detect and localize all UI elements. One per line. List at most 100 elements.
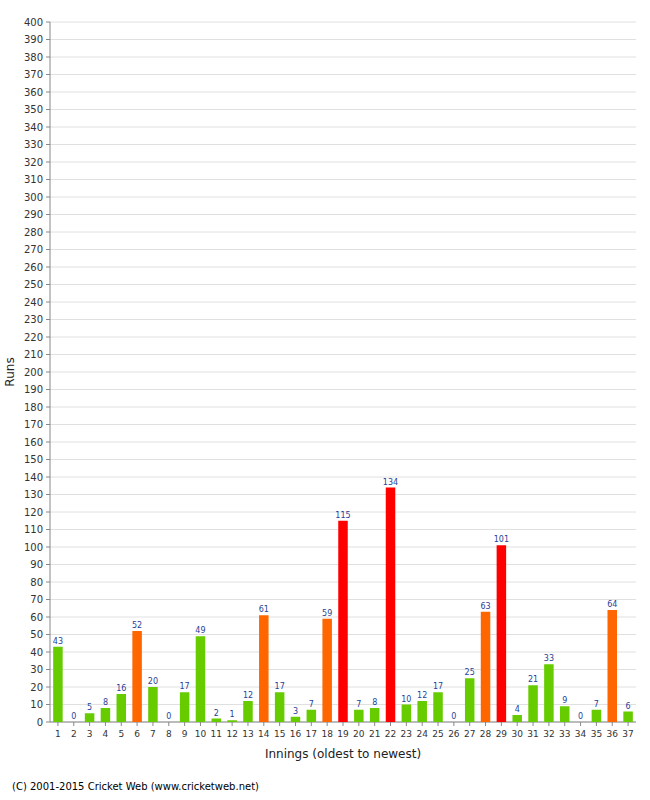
- data-label: 63: [480, 602, 490, 611]
- bar: [196, 636, 206, 722]
- data-label: 5: [87, 703, 92, 712]
- y-tick-label: 70: [30, 594, 43, 605]
- y-tick: [46, 337, 50, 338]
- x-tick-label: 17: [306, 729, 317, 739]
- bar: [354, 710, 364, 722]
- y-tick-label: 210: [24, 349, 43, 360]
- bar: [259, 615, 269, 722]
- x-tick-label: 31: [527, 729, 538, 739]
- data-label: 10: [401, 695, 411, 704]
- chart-svg: 0102030405060708090100110120130140150160…: [0, 0, 650, 800]
- bar: [607, 610, 617, 722]
- x-tick: [89, 722, 90, 726]
- y-tick: [46, 214, 50, 215]
- y-tick: [46, 459, 50, 460]
- grid-line: [50, 249, 636, 250]
- y-tick: [46, 127, 50, 128]
- y-tick-label: 370: [24, 69, 43, 80]
- y-tick-label: 220: [24, 332, 43, 343]
- grid-line: [50, 354, 636, 355]
- x-tick: [406, 722, 407, 726]
- grid-line: [50, 74, 636, 75]
- x-tick: [216, 722, 217, 726]
- x-tick-label: 24: [416, 729, 428, 739]
- bar: [528, 685, 538, 722]
- data-label: 3: [293, 707, 298, 716]
- data-label: 0: [578, 712, 583, 721]
- x-tick-label: 8: [166, 729, 172, 739]
- grid-line: [50, 407, 636, 408]
- bars: [53, 488, 633, 723]
- y-tick: [46, 162, 50, 163]
- x-tick: [263, 722, 264, 726]
- bar: [132, 631, 142, 722]
- y-tick: [46, 547, 50, 548]
- bar: [576, 722, 586, 723]
- y-tick-label: 160: [24, 437, 43, 448]
- bar: [623, 712, 633, 723]
- y-tick-label: 310: [24, 174, 43, 185]
- y-tick-label: 20: [30, 682, 43, 693]
- x-tick-label: 34: [575, 729, 587, 739]
- y-tick-label: 280: [24, 227, 43, 238]
- bar: [164, 722, 174, 723]
- data-label: 52: [132, 621, 142, 630]
- y-tick: [46, 687, 50, 688]
- x-tick-label: 16: [290, 729, 302, 739]
- x-tick: [469, 722, 470, 726]
- x-tick-label: 36: [607, 729, 619, 739]
- x-tick-label: 7: [150, 729, 156, 739]
- y-tick: [46, 179, 50, 180]
- bar: [307, 710, 317, 722]
- x-tick: [422, 722, 423, 726]
- x-tick-label: 28: [480, 729, 492, 739]
- data-label: 7: [309, 700, 314, 709]
- data-label: 0: [451, 712, 456, 721]
- axes: 0102030405060708090100110120130140150160…: [24, 17, 636, 740]
- x-tick: [137, 722, 138, 726]
- y-tick-label: 40: [30, 647, 43, 658]
- x-axis-title: Innings (oldest to newest): [265, 747, 421, 761]
- y-tick-label: 390: [24, 34, 43, 45]
- x-tick: [200, 722, 201, 726]
- grid-line: [50, 57, 636, 58]
- data-label: 4: [515, 705, 520, 714]
- data-label: 7: [594, 700, 599, 709]
- y-tick-label: 130: [24, 489, 43, 500]
- x-tick-label: 14: [258, 729, 270, 739]
- y-tick-label: 350: [24, 104, 43, 115]
- grid-line: [50, 389, 636, 390]
- bar: [212, 719, 222, 723]
- x-tick-label: 26: [448, 729, 460, 739]
- data-label: 17: [433, 682, 443, 691]
- y-tick: [46, 529, 50, 530]
- bar: [465, 678, 475, 722]
- grid-line: [50, 372, 636, 373]
- x-tick: [628, 722, 629, 726]
- data-label: 0: [71, 712, 76, 721]
- y-tick: [46, 74, 50, 75]
- y-tick: [46, 197, 50, 198]
- y-tick: [46, 599, 50, 600]
- y-tick: [46, 512, 50, 513]
- x-tick: [343, 722, 344, 726]
- y-tick: [46, 669, 50, 670]
- x-tick: [453, 722, 454, 726]
- data-label: 33: [544, 654, 554, 663]
- x-tick-label: 37: [622, 729, 633, 739]
- y-tick: [46, 57, 50, 58]
- x-tick-label: 25: [432, 729, 443, 739]
- y-tick: [46, 39, 50, 40]
- bar: [53, 647, 63, 722]
- bar: [291, 717, 301, 722]
- y-tick: [46, 477, 50, 478]
- y-tick-label: 240: [24, 297, 43, 308]
- y-tick: [46, 442, 50, 443]
- y-tick-label: 110: [24, 524, 43, 535]
- bar: [180, 692, 190, 722]
- y-tick: [46, 494, 50, 495]
- data-label: 8: [372, 698, 377, 707]
- y-tick-label: 380: [24, 52, 43, 63]
- x-tick-label: 2: [71, 729, 77, 739]
- y-tick: [46, 722, 50, 723]
